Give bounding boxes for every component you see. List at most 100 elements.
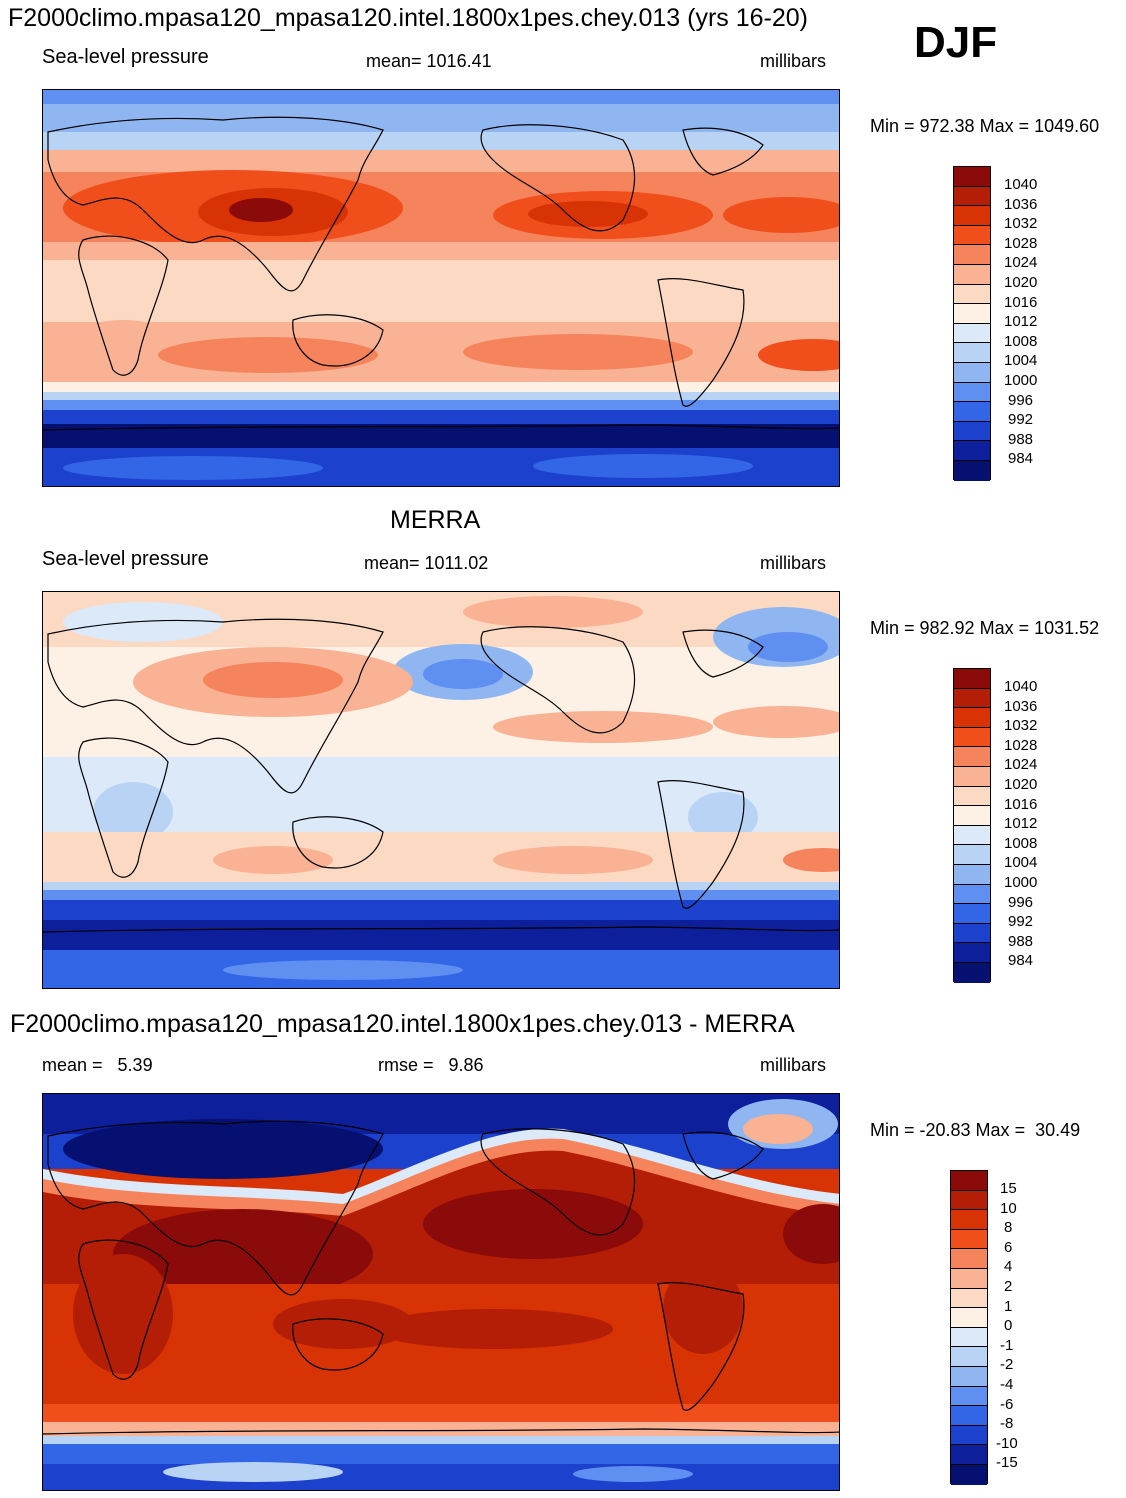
- panel3-swatch-4: [951, 1249, 987, 1269]
- panel1-swatch-15: [954, 460, 990, 481]
- panel2-tick: 1024: [1004, 756, 1038, 773]
- panel1-colorbar: [953, 166, 991, 481]
- panel2-swatch-11: [954, 884, 990, 905]
- panel1-minmax: Min = 972.38 Max = 1049.60: [870, 116, 1100, 136]
- panel2-tick: 1004: [1004, 854, 1038, 871]
- figure-title: F2000climo.mpasa120_mpasa120.intel.1800x…: [8, 4, 809, 32]
- panel2-swatch-1: [954, 688, 990, 709]
- panel1-tick: 1012: [1004, 313, 1038, 330]
- panel3-tick: 1: [1004, 1298, 1013, 1315]
- panel2-tick: 1032: [1004, 717, 1038, 734]
- panel3-minmax: Min = -20.83 Max = 30.49: [870, 1120, 1081, 1140]
- panel3-swatch-12: [951, 1406, 987, 1426]
- panel3-swatch-11: [951, 1386, 987, 1407]
- panel2-mean: mean= 1011.02: [364, 553, 489, 573]
- panel2-tick: 992: [1008, 913, 1034, 930]
- panel3-tick: -1: [1000, 1337, 1014, 1354]
- panel1-swatch-6: [954, 284, 990, 305]
- panel2-swatch-9: [954, 845, 990, 865]
- panel3-tick: 0: [1004, 1317, 1013, 1334]
- panel3-swatch-15: [951, 1464, 987, 1485]
- panel2-map: [42, 591, 840, 989]
- panel3-tick: -6: [1000, 1396, 1014, 1413]
- panel1-swatch-7: [954, 304, 990, 324]
- panel3-tick: 10: [1000, 1200, 1017, 1217]
- panel1-tick: 996: [1008, 392, 1034, 409]
- panel3-map-image: [43, 1094, 839, 1490]
- panel2-minmax: Min = 982.92 Max = 1031.52: [870, 618, 1100, 638]
- panel1-field-label: Sea-level pressure: [42, 46, 209, 68]
- panel1-swatch-5: [954, 264, 990, 285]
- panel1-tick: 1036: [1004, 196, 1038, 213]
- panel3-heading: F2000climo.mpasa120_mpasa120.intel.1800x…: [10, 1010, 795, 1038]
- panel1-tick: 992: [1008, 411, 1034, 428]
- panel3-tick: 6: [1004, 1239, 1013, 1256]
- panel2-swatch-12: [954, 904, 990, 924]
- panel3-tick: -4: [1000, 1376, 1014, 1393]
- panel2-tick: 1036: [1004, 698, 1038, 715]
- panel3-swatch-14: [951, 1445, 987, 1465]
- panel1-swatch-12: [954, 402, 990, 422]
- panel1-swatch-2: [954, 206, 990, 226]
- panel1-swatch-11: [954, 382, 990, 403]
- panel2-tick: 984: [1008, 952, 1034, 969]
- panel3-tick: -15: [996, 1454, 1018, 1471]
- panel1-tick: 1028: [1004, 235, 1038, 252]
- panel1-tick: 1020: [1004, 274, 1038, 291]
- panel3-swatch-2: [951, 1210, 987, 1230]
- panel1-mean: mean= 1016.41: [366, 51, 492, 71]
- panel1-swatch-3: [954, 225, 990, 246]
- panel1-swatch-0: [954, 167, 990, 187]
- panel1-tick: 1000: [1004, 372, 1038, 389]
- panel3-swatch-1: [951, 1190, 987, 1211]
- panel2-swatch-0: [954, 669, 990, 689]
- panel1-tick: 1040: [1004, 176, 1038, 193]
- panel1-swatch-1: [954, 186, 990, 207]
- panel3-map: [42, 1093, 840, 1491]
- panel2-map-image: [43, 592, 839, 988]
- panel2-swatch-14: [954, 943, 990, 963]
- panel2-swatch-6: [954, 786, 990, 807]
- panel1-units: millibars: [760, 51, 827, 71]
- panel3-mean: mean = 5.39: [42, 1055, 153, 1075]
- panel2-tick: 1040: [1004, 678, 1038, 695]
- panel1-tick: 988: [1008, 431, 1034, 448]
- panel2-tick: 988: [1008, 933, 1034, 950]
- panel1-swatch-8: [954, 323, 990, 344]
- panel2-tick: 996: [1008, 894, 1034, 911]
- panel2-units: millibars: [760, 553, 827, 573]
- panel2-swatch-15: [954, 962, 990, 983]
- panel3-tick: 4: [1004, 1258, 1013, 1275]
- panel3-swatch-7: [951, 1308, 987, 1328]
- panel2-swatch-5: [954, 766, 990, 787]
- panel3-swatch-3: [951, 1229, 987, 1250]
- panel2-tick: 1028: [1004, 737, 1038, 754]
- panel2-swatch-8: [954, 825, 990, 846]
- panel2-swatch-3: [954, 727, 990, 748]
- panel1-tick: 1016: [1004, 294, 1038, 311]
- panel3-tick: -2: [1000, 1356, 1014, 1373]
- panel2-field-label: Sea-level pressure: [42, 548, 209, 570]
- panel3-swatch-5: [951, 1268, 987, 1289]
- panel2-tick: 1008: [1004, 835, 1038, 852]
- panel3-tick: 15: [1000, 1180, 1017, 1197]
- panel1-swatch-14: [954, 441, 990, 461]
- panel1-swatch-13: [954, 421, 990, 442]
- season-label: DJF: [914, 18, 998, 67]
- panel1-swatch-4: [954, 245, 990, 265]
- panel1-tick: 1008: [1004, 333, 1038, 350]
- panel2-tick: 1016: [1004, 796, 1038, 813]
- panel3-swatch-13: [951, 1425, 987, 1446]
- panel3-swatch-8: [951, 1327, 987, 1348]
- panel2-swatch-4: [954, 747, 990, 767]
- panel1-tick: 1024: [1004, 254, 1038, 271]
- panel1-map-image: [43, 90, 839, 486]
- panel1-tick: 984: [1008, 450, 1034, 467]
- panel3-units: millibars: [760, 1055, 827, 1075]
- panel1-tick: 1032: [1004, 215, 1038, 232]
- panel1-swatch-10: [954, 362, 990, 383]
- panel2-swatch-7: [954, 806, 990, 826]
- panel3-swatch-9: [951, 1347, 987, 1367]
- panel2-tick: 1000: [1004, 874, 1038, 891]
- panel2-heading: MERRA: [390, 506, 481, 534]
